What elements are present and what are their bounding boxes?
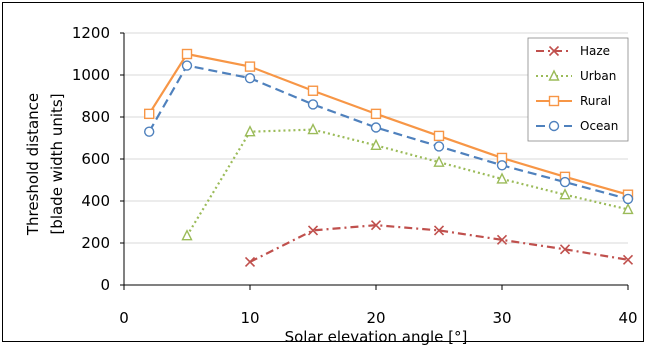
legend-swatch-marker-haze <box>548 45 560 57</box>
y-tick-label: 1200 <box>72 24 110 42</box>
data-point-rural <box>143 108 155 120</box>
data-point-rural <box>181 48 193 60</box>
legend-swatch-marker-ocean <box>548 120 560 132</box>
data-point-rural <box>370 108 382 120</box>
x-marker-stroke <box>622 254 634 265</box>
x-marker-stroke <box>370 220 382 231</box>
series-ocean <box>143 60 634 205</box>
data-point-urban <box>244 125 256 137</box>
legend-swatch-marker-urban <box>548 69 560 81</box>
data-point-rural <box>433 130 445 142</box>
series-haze <box>244 220 634 267</box>
data-point-ocean <box>496 160 508 171</box>
data-point-haze <box>370 220 382 231</box>
x-marker-stroke <box>548 45 560 57</box>
x-marker-stroke <box>496 234 508 245</box>
data-point-ocean <box>307 99 319 110</box>
data-point-urban <box>370 138 382 151</box>
data-point-urban <box>559 188 571 200</box>
data-point-ocean <box>559 176 571 188</box>
data-point-urban <box>181 229 193 241</box>
data-point-urban <box>622 202 634 215</box>
x-tick-label: 30 <box>492 309 511 327</box>
y-axis-title-line-1: Threshold distance <box>24 93 42 236</box>
legend-label-rural: Rural <box>580 94 611 108</box>
chart-frame <box>2 2 644 342</box>
legend-box <box>527 37 629 142</box>
data-point-ocean <box>143 126 155 137</box>
data-point-rural <box>307 85 319 96</box>
data-point-urban <box>496 172 508 184</box>
data-point-ocean <box>433 141 445 152</box>
x-marker-stroke <box>307 225 319 236</box>
data-point-urban <box>433 155 445 167</box>
x-marker-stroke <box>559 244 571 255</box>
data-point-rural <box>244 61 256 72</box>
x-axis-title: Solar elevation angle [°] <box>285 328 468 346</box>
data-point-ocean <box>181 60 193 71</box>
axes: 0 200 400 600 800 1000 1200 0 10 20 30 40 <box>72 24 638 327</box>
data-point-urban <box>307 123 319 135</box>
data-point-haze <box>496 234 508 245</box>
y-tick-label: 0 <box>100 276 110 294</box>
data-point-haze <box>559 244 571 255</box>
x-marker-stroke <box>433 225 445 236</box>
data-point-haze <box>307 225 319 236</box>
data-point-ocean <box>622 193 634 205</box>
x-tick-label: 20 <box>366 309 385 327</box>
legend-swatch-marker-rural <box>548 95 560 107</box>
x-tick-label: 0 <box>119 309 129 327</box>
x-tick-label: 40 <box>618 309 637 327</box>
data-point-ocean <box>244 72 256 84</box>
y-tick-label: 400 <box>81 192 110 210</box>
legend-item-rural: Rural <box>536 94 611 108</box>
legend-label-urban: Urban <box>580 69 616 83</box>
x-tick-label: 10 <box>240 309 259 327</box>
data-point-haze <box>433 225 445 236</box>
series-layer <box>143 48 634 267</box>
legend-label-haze: Haze <box>580 44 610 58</box>
legend-item-haze: Haze <box>536 44 610 58</box>
y-tick-label: 800 <box>81 108 110 126</box>
legend-item-ocean: Ocean <box>536 119 618 133</box>
y-tick-label: 200 <box>81 234 110 252</box>
data-point-haze <box>244 256 256 267</box>
legend-label-ocean: Ocean <box>580 119 618 133</box>
y-tick-label: 1000 <box>72 66 110 84</box>
y-axis-title-line-2: [blade width units] <box>48 93 66 234</box>
series-line-ocean <box>148 64 629 200</box>
data-point-ocean <box>370 122 382 133</box>
y-tick-label: 600 <box>81 150 110 168</box>
x-marker-stroke <box>244 256 256 267</box>
series-urban <box>181 123 634 241</box>
data-point-haze <box>622 254 634 265</box>
legend-item-urban: Urban <box>536 69 616 83</box>
legend: Haze Urban Rural Ocean <box>527 37 629 142</box>
